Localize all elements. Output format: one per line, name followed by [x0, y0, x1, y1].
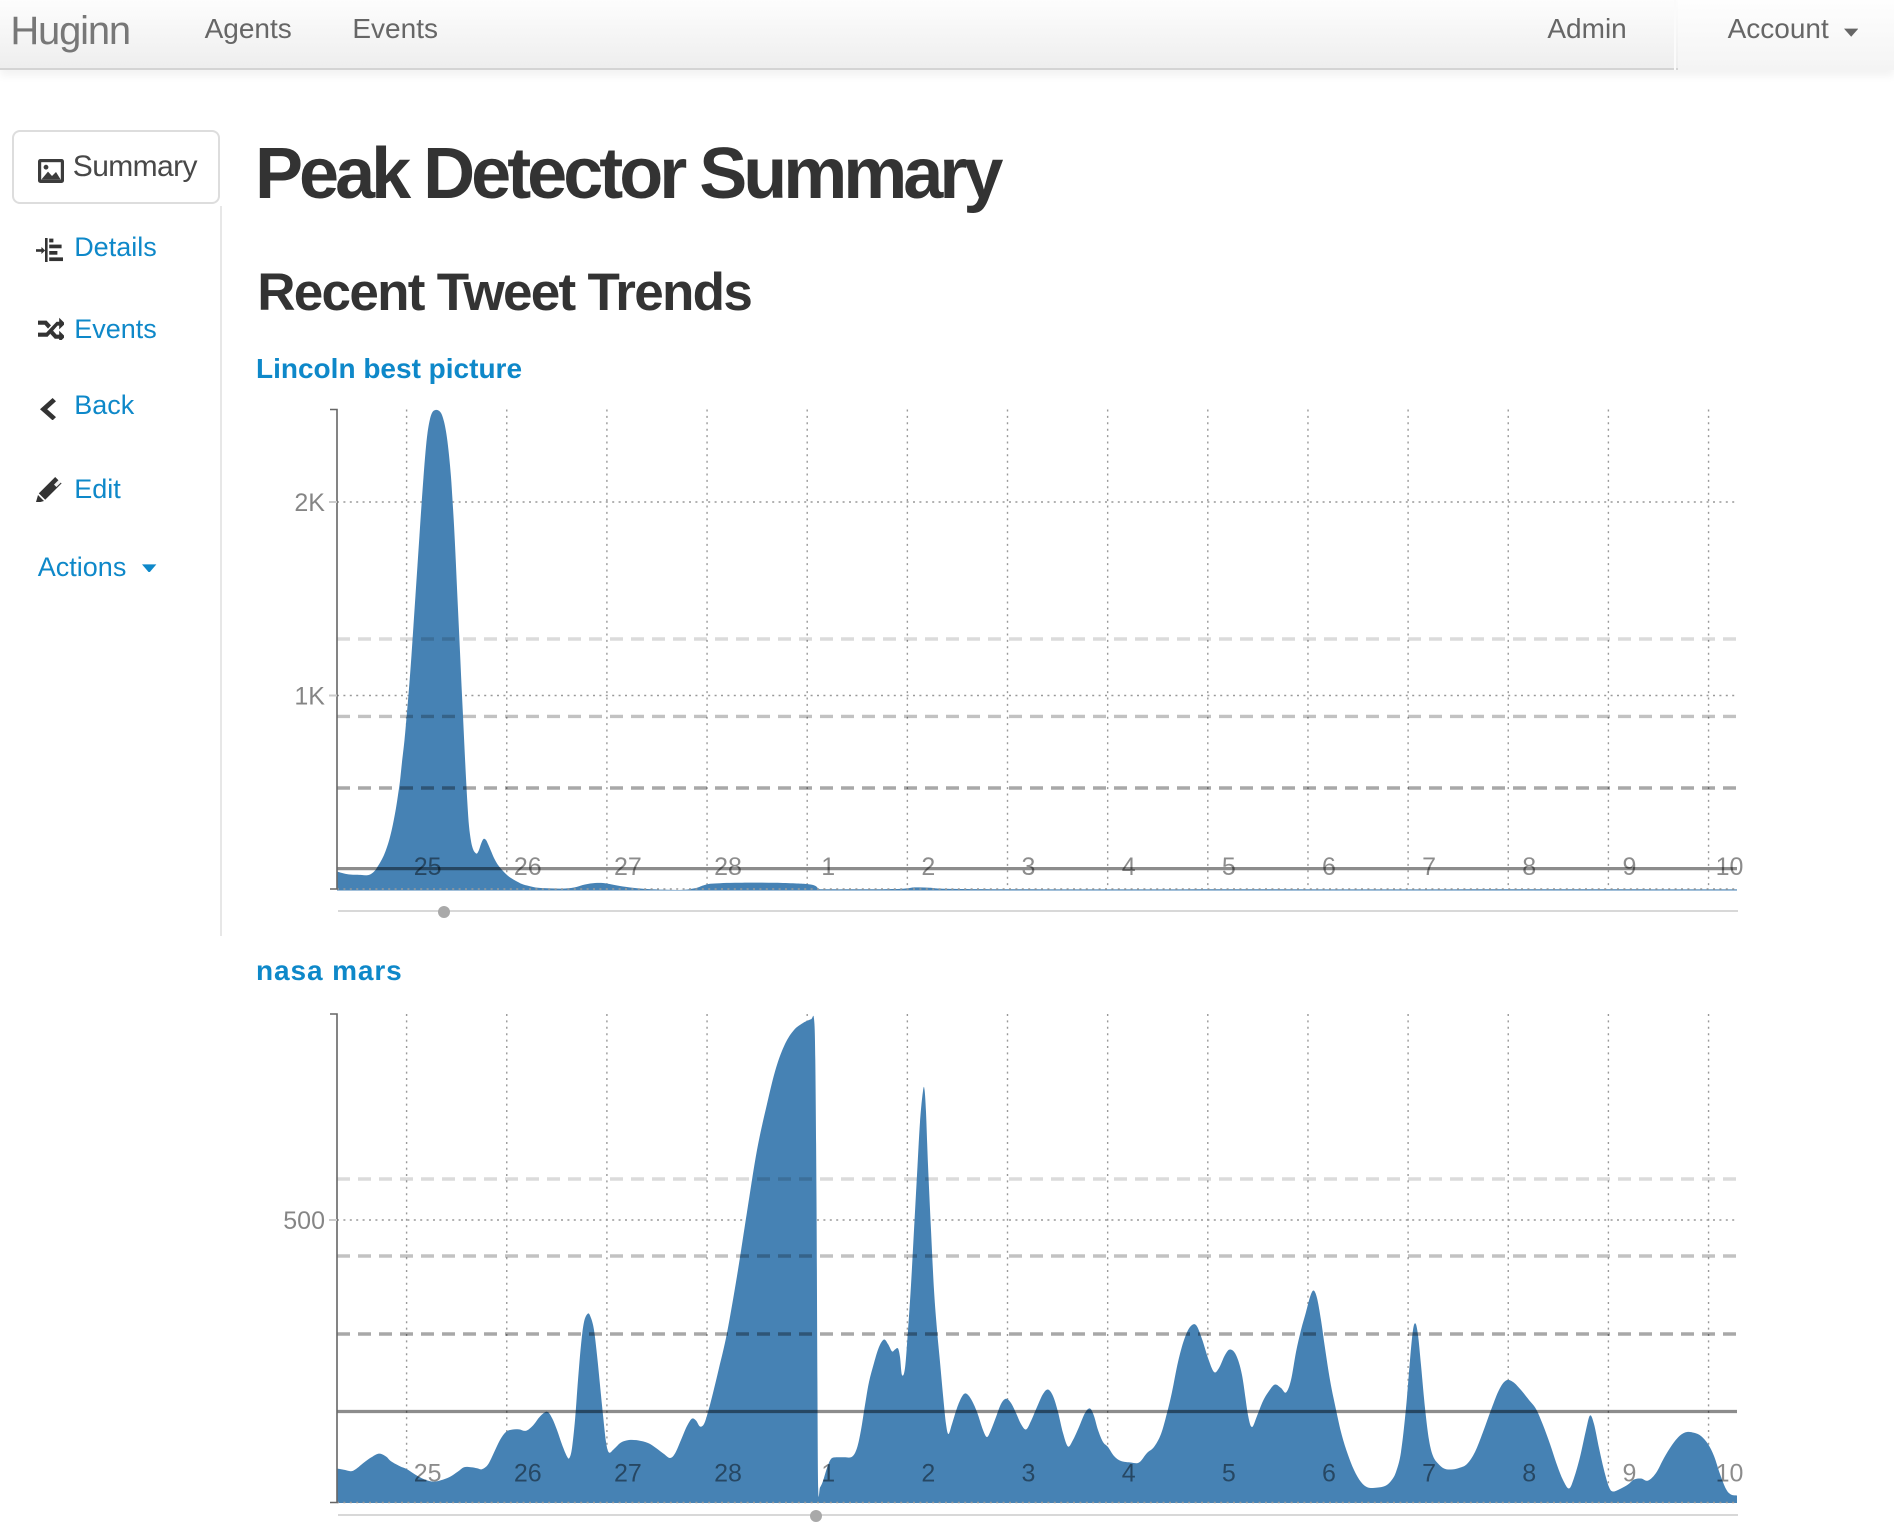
svg-text:6: 6 — [1322, 853, 1336, 881]
svg-text:500: 500 — [283, 1207, 325, 1235]
svg-text:5: 5 — [1222, 853, 1236, 881]
svg-text:4: 4 — [1122, 1460, 1136, 1488]
svg-text:8: 8 — [1522, 853, 1536, 881]
svg-text:27: 27 — [614, 1460, 642, 1488]
svg-text:25: 25 — [414, 1460, 442, 1488]
svg-text:26: 26 — [514, 853, 542, 881]
svg-text:25: 25 — [414, 853, 442, 881]
svg-text:5: 5 — [1222, 1460, 1236, 1488]
svg-text:9: 9 — [1622, 1460, 1636, 1488]
svg-text:2: 2 — [921, 853, 935, 881]
svg-text:28: 28 — [714, 853, 742, 881]
svg-text:1: 1 — [821, 1460, 835, 1488]
svg-text:6: 6 — [1322, 1460, 1336, 1488]
svg-text:7: 7 — [1422, 853, 1436, 881]
svg-text:8: 8 — [1522, 1460, 1536, 1488]
svg-text:3: 3 — [1022, 1460, 1036, 1488]
svg-text:10: 10 — [1716, 1460, 1744, 1488]
svg-text:4: 4 — [1122, 853, 1136, 881]
svg-text:3: 3 — [1022, 853, 1036, 881]
svg-text:1K: 1K — [294, 682, 325, 710]
svg-text:1: 1 — [821, 853, 835, 881]
svg-text:10: 10 — [1716, 853, 1744, 881]
svg-text:28: 28 — [714, 1460, 742, 1488]
svg-text:27: 27 — [614, 853, 642, 881]
svg-text:7: 7 — [1422, 1460, 1436, 1488]
svg-text:2: 2 — [921, 1460, 935, 1488]
svg-text:9: 9 — [1622, 853, 1636, 881]
svg-text:2K: 2K — [294, 489, 325, 517]
svg-text:26: 26 — [514, 1460, 542, 1488]
